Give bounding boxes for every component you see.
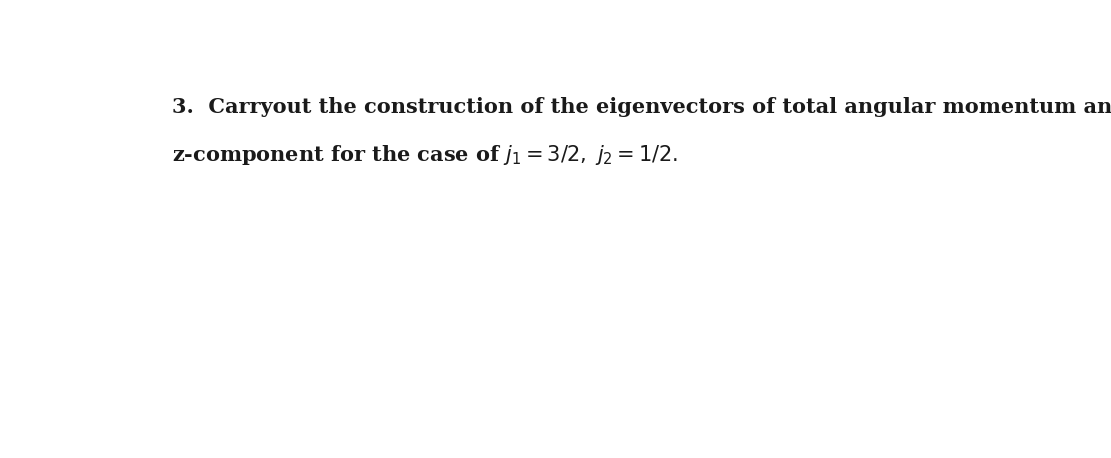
Text: 3.  Carryout the construction of the eigenvectors of total angular momentum and : 3. Carryout the construction of the eige… — [171, 97, 1111, 117]
Text: z-component for the case of $j_1 = 3/2,\ j_2 = 1/2.$: z-component for the case of $j_1 = 3/2,\… — [171, 143, 678, 167]
